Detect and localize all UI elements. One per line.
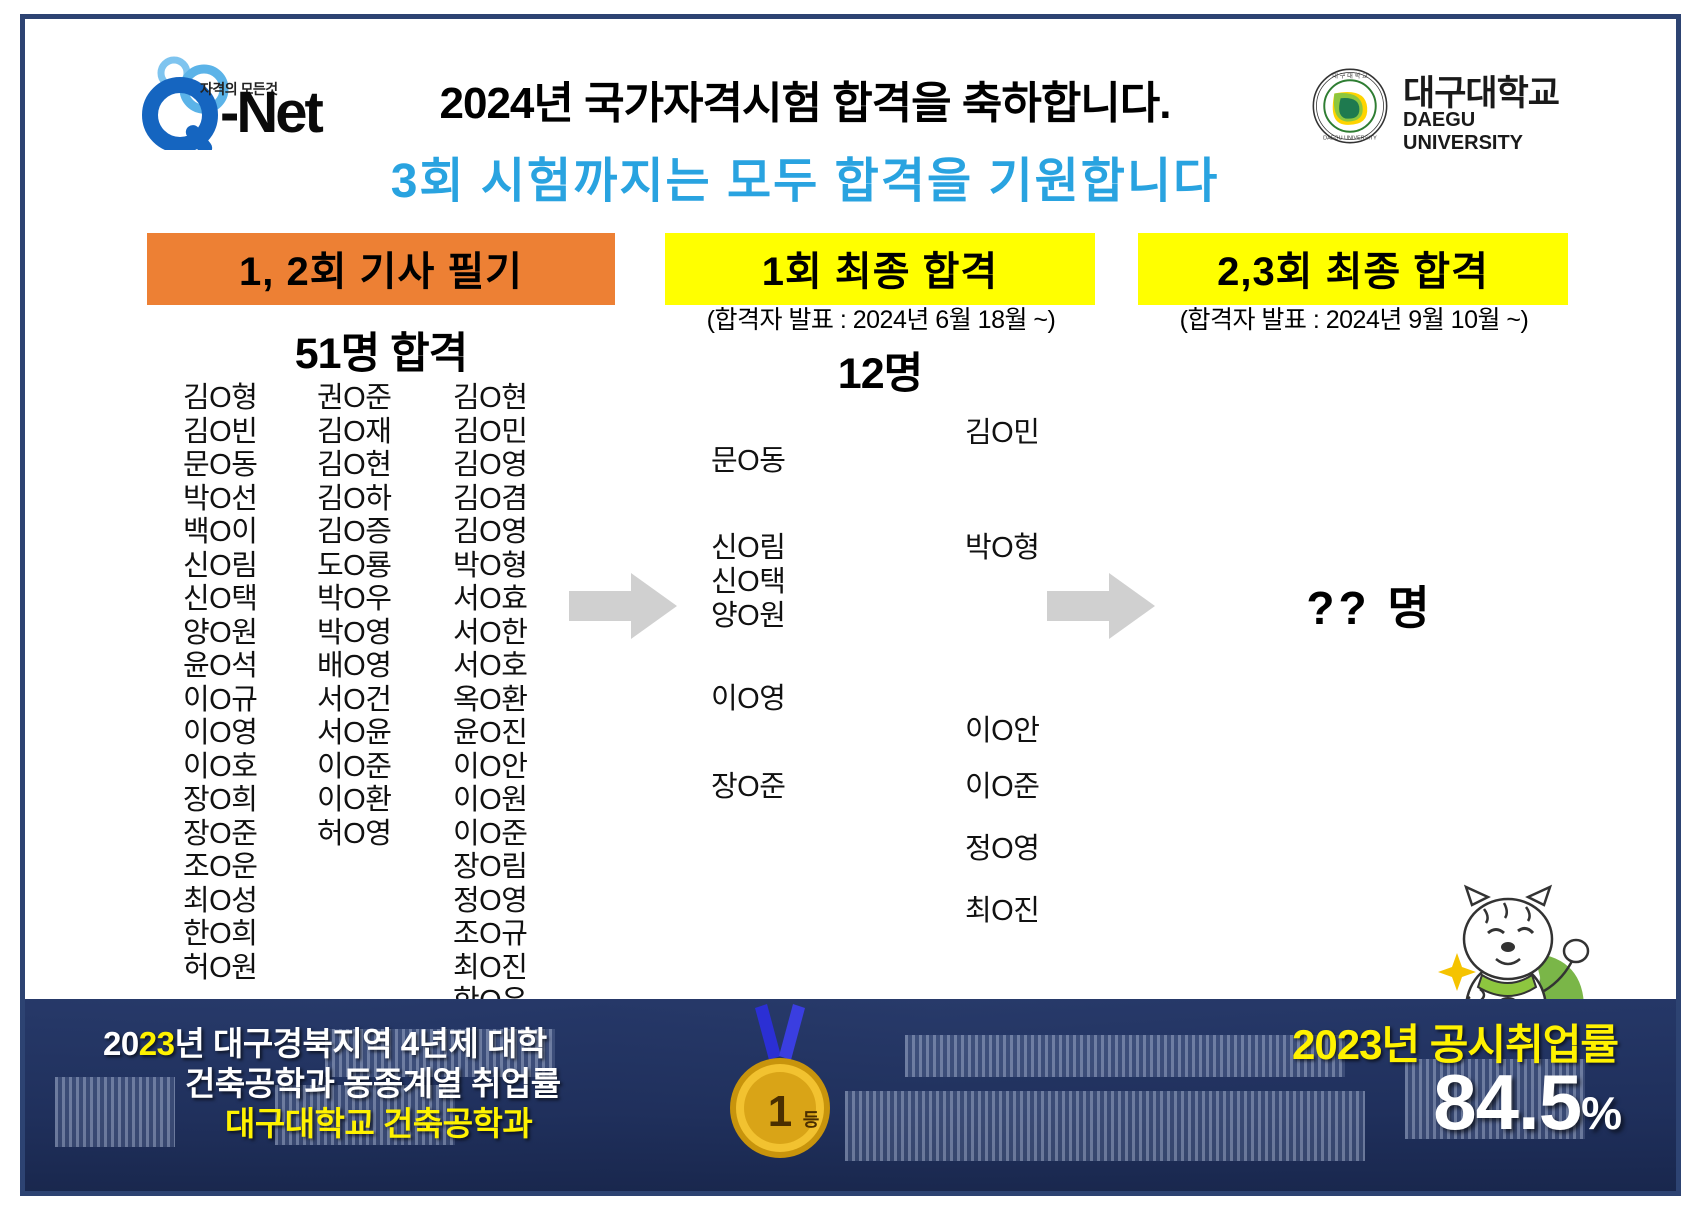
final1-name-left-5: 장O준 <box>711 771 786 803</box>
campus-building-1 <box>55 1077 175 1147</box>
banner-line-2: 건축공학과 동종계열 취업률 <box>185 1065 561 1102</box>
employment-rate-label: 2023년 공시취업률 <box>1292 1021 1619 1068</box>
svg-text:대 구 대 학 교: 대 구 대 학 교 <box>1332 72 1368 80</box>
banner-line-3: 대구대학교 건축공학과 <box>225 1105 533 1142</box>
poster-content: 자격의 모든것 -Net 2024년 국가자격시험 합격을 축하합니다. 3회 … <box>25 19 1676 1191</box>
name-list-column-3: 김O현 김O민 김O영 김O겸 김O영 박O형 서O효 서O한 서O호 옥O환 … <box>453 382 528 1017</box>
campus-building-5 <box>845 1091 1365 1161</box>
page-title: 2024년 국가자격시험 합격을 축하합니다. <box>439 79 1172 128</box>
note-final-1: (합격자 발표 : 2024년 6월 18월 ~) <box>706 306 1056 334</box>
qnet-tagline: 자격의 모든것 <box>200 81 278 97</box>
name-list-column-1: 김O형 김O빈 문O동 박O선 백O이 신O림 신O택 양O원 윤O석 이O규 … <box>183 382 258 984</box>
svg-text:DAEGU UNIVERSITY: DAEGU UNIVERSITY <box>1323 136 1377 142</box>
arrow-right-icon-1 <box>569 573 677 639</box>
header-written-exam: 1, 2회 기사 필기 <box>147 233 615 305</box>
svg-text:1: 1 <box>768 1087 792 1136</box>
final1-name-right-4: 정O영 <box>965 833 1040 865</box>
arrow-right-icon-2 <box>1047 573 1155 639</box>
count-final-23: ?? 명 <box>1306 582 1434 634</box>
university-name-en: DAEGU UNIVERSITY <box>1403 109 1524 154</box>
final1-name-left-1: 신O림 <box>711 532 786 564</box>
employment-rate-value: 84.5% <box>1433 1058 1622 1146</box>
page-subtitle: 3회 시험까지는 모두 합격을 기원합니다 <box>390 155 1220 208</box>
note-final-23: (합격자 발표 : 2024년 9월 10월 ~) <box>1179 306 1529 334</box>
final1-name-left-3: 양O원 <box>711 600 786 632</box>
count-written: 51명 합격 <box>294 330 468 378</box>
final1-name-left-4: 이O영 <box>711 683 786 715</box>
header-final-1: 1회 최종 합격 <box>665 233 1095 305</box>
campus-building-2 <box>325 1029 555 1077</box>
campus-building-3 <box>275 1085 455 1145</box>
qnet-wordmark: -Net <box>220 80 324 145</box>
name-list-column-2: 권O준 김O재 김O현 김O하 김O증 도O룡 박O우 박O영 배O영 서O건 … <box>317 382 392 850</box>
final1-name-right-5: 최O진 <box>965 895 1040 927</box>
final1-name-left-2: 신O택 <box>711 566 786 598</box>
final1-name-right-2: 이O안 <box>965 715 1040 747</box>
campus-building-6 <box>1405 1059 1585 1139</box>
qnet-logo-mark <box>142 56 229 155</box>
qnet-logo <box>130 55 390 155</box>
university-name-kr: 대구대학교 <box>1403 74 1560 113</box>
university-seal-icon: 대 구 대 학 교 DAEGU UNIVERSITY <box>1312 68 1388 144</box>
final1-name-right-3: 이O준 <box>965 771 1040 803</box>
final1-name-left-0: 문O동 <box>711 445 786 477</box>
final1-name-right-0: 김O민 <box>965 417 1040 449</box>
poster-frame: 자격의 모든것 -Net 2024년 국가자격시험 합격을 축하합니다. 3회 … <box>20 14 1681 1196</box>
header-final-23: 2,3회 최종 합격 <box>1138 233 1568 305</box>
count-final-1: 12명 <box>837 350 923 398</box>
gold-medal-icon: 1 등 <box>730 1004 830 1158</box>
svg-text:등: 등 <box>803 1110 820 1130</box>
banner-line-1: 2023년 대구경북지역 4년제 대학 <box>103 1025 547 1062</box>
daegu-university-logo: 대 구 대 학 교 DAEGU UNIVERSITY 대구대학교 DAEGU U… <box>1311 63 1591 154</box>
bottom-banner: 2023년 대구경북지역 4년제 대학 건축공학과 동종계열 취업률 대구대학교… <box>25 999 1676 1191</box>
final1-name-right-1: 박O형 <box>965 532 1040 564</box>
campus-building-4 <box>905 1035 1345 1077</box>
